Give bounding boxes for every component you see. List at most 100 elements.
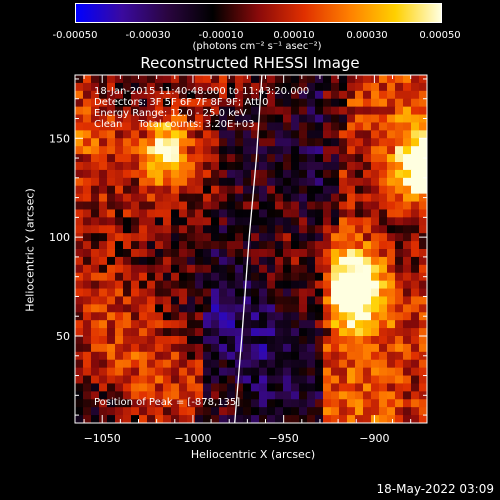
- heatmap-cell: [387, 201, 396, 211]
- heatmap-cell: [195, 217, 204, 226]
- heatmap-cell: [179, 320, 188, 329]
- heatmap-cell: [219, 328, 228, 337]
- heatmap-cell: [147, 193, 156, 203]
- heatmap-cell: [395, 336, 404, 345]
- heatmap-cell: [187, 320, 196, 329]
- heatmap-cell: [155, 162, 164, 171]
- heatmap-cell: [75, 241, 84, 250]
- heatmap-cell: [283, 225, 292, 234]
- heatmap-cell: [107, 312, 116, 321]
- heatmap-cell: [371, 288, 380, 298]
- x-tick-label: −950: [269, 432, 299, 445]
- heatmap-cell: [227, 407, 236, 416]
- heatmap-cell: [243, 217, 252, 226]
- heatmap-cell: [411, 75, 420, 84]
- heatmap-cell: [331, 177, 340, 187]
- heatmap-cell: [235, 169, 244, 179]
- heatmap-cell: [107, 225, 116, 234]
- heatmap-cell: [131, 90, 140, 100]
- heatmap-cell: [379, 256, 388, 266]
- heatmap-cell: [227, 185, 236, 195]
- heatmap-cell: [203, 225, 212, 234]
- heatmap-cell: [163, 225, 172, 234]
- heatmap-cell: [147, 209, 156, 218]
- heatmap-cell: [155, 154, 164, 163]
- heatmap-cell: [411, 343, 420, 353]
- heatmap-cell: [187, 391, 196, 400]
- heatmap-cell: [315, 336, 324, 345]
- heatmap-cell: [339, 383, 348, 392]
- heatmap-cell: [323, 146, 332, 155]
- heatmap-cell: [267, 209, 276, 218]
- heatmap-cell: [75, 201, 84, 211]
- heatmap-cell: [179, 367, 188, 377]
- heatmap-cell: [75, 375, 84, 385]
- heatmap-cell: [227, 154, 236, 163]
- heatmap-cell: [107, 304, 116, 313]
- heatmap-cell: [379, 328, 388, 337]
- colorbar-tick-label: 0.00010: [273, 30, 315, 41]
- heatmap-cell: [203, 201, 212, 211]
- heatmap-cell: [107, 288, 116, 298]
- heatmap-cell: [99, 114, 108, 124]
- heatmap-cell: [315, 98, 324, 108]
- heatmap-cell: [91, 312, 100, 321]
- heatmap-cell: [107, 320, 116, 329]
- heatmap-cell: [235, 391, 244, 400]
- heatmap-cell: [259, 177, 268, 187]
- heatmap-cell: [107, 185, 116, 195]
- heatmap-cell: [227, 177, 236, 187]
- heatmap-cell: [283, 399, 292, 408]
- heatmap-cell: [75, 288, 84, 298]
- heatmap-cell: [323, 288, 332, 298]
- heatmap-cell: [211, 154, 220, 163]
- heatmap-cell: [235, 264, 244, 274]
- heatmap-cell: [403, 106, 412, 116]
- heatmap-cell: [163, 375, 172, 385]
- info-peak-position: Position of Peak = [-878,135]: [94, 397, 241, 408]
- heatmap-cell: [195, 75, 204, 84]
- heatmap-cell: [91, 217, 100, 226]
- heatmap-cell: [203, 272, 212, 282]
- heatmap-cell: [275, 138, 284, 147]
- heatmap-cell: [323, 233, 332, 242]
- heatmap-cell: [387, 106, 396, 116]
- heatmap-cell: [155, 304, 164, 313]
- heatmap-cell: [147, 264, 156, 274]
- heatmap-cell: [379, 169, 388, 179]
- heatmap-cell: [339, 367, 348, 377]
- heatmap-cell: [403, 399, 412, 408]
- heatmap-cell: [291, 351, 300, 361]
- heatmap-cell: [339, 75, 348, 84]
- heatmap-cell: [83, 154, 92, 163]
- heatmap-cell: [203, 391, 212, 400]
- heatmap-cell: [147, 98, 156, 108]
- heatmap-cell: [283, 146, 292, 155]
- heatmap-cell: [227, 415, 236, 424]
- heatmap-cell: [203, 114, 212, 124]
- heatmap-cell: [219, 375, 228, 385]
- heatmap-cell: [211, 359, 220, 369]
- heatmap-cell: [147, 256, 156, 266]
- heatmap-cell: [355, 320, 364, 329]
- heatmap-cell: [275, 407, 284, 416]
- heatmap-cell: [147, 391, 156, 400]
- heatmap-cell: [83, 90, 92, 100]
- heatmap-cell: [419, 264, 428, 274]
- heatmap-cell: [339, 399, 348, 408]
- heatmap-cell: [179, 304, 188, 313]
- heatmap-cell: [171, 241, 180, 250]
- heatmap-cell: [347, 399, 356, 408]
- heatmap-cell: [403, 209, 412, 218]
- heatmap-cell: [251, 185, 260, 195]
- heatmap-cell: [283, 351, 292, 361]
- heatmap-cell: [123, 169, 132, 179]
- heatmap-cell: [147, 82, 156, 92]
- heatmap-cell: [403, 407, 412, 416]
- heatmap-cell: [419, 241, 428, 250]
- heatmap-cell: [163, 233, 172, 242]
- heatmap-cell: [163, 351, 172, 361]
- heatmap-cell: [363, 320, 372, 329]
- heatmap-cell: [315, 249, 324, 258]
- heatmap-cell: [395, 280, 404, 290]
